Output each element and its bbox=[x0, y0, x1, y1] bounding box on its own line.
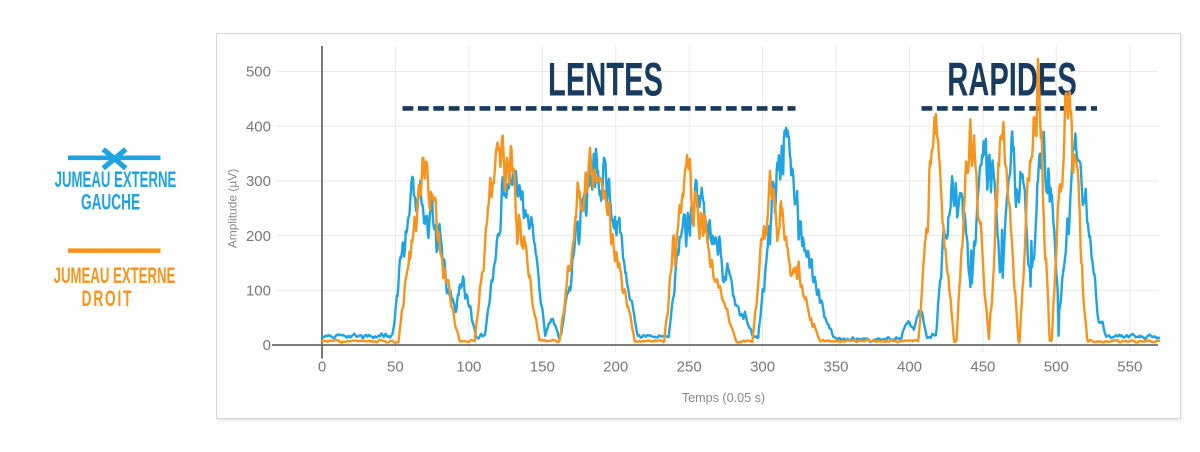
svg-text:0: 0 bbox=[318, 359, 326, 376]
svg-text:JUMEAU EXTERNE: JUMEAU EXTERNE bbox=[55, 168, 177, 192]
svg-text:450: 450 bbox=[970, 359, 995, 376]
svg-text:200: 200 bbox=[603, 359, 628, 376]
svg-text:Temps (0.05 s): Temps (0.05 s) bbox=[682, 391, 765, 405]
svg-text:500: 500 bbox=[1044, 359, 1069, 376]
svg-text:300: 300 bbox=[246, 173, 271, 190]
svg-text:250: 250 bbox=[677, 359, 702, 376]
svg-text:300: 300 bbox=[750, 359, 775, 376]
svg-text:550: 550 bbox=[1117, 359, 1142, 376]
svg-text:Amplitude (µV): Amplitude (µV) bbox=[226, 169, 240, 249]
svg-text:LENTES: LENTES bbox=[548, 55, 663, 107]
svg-text:350: 350 bbox=[823, 359, 848, 376]
svg-text:500: 500 bbox=[246, 64, 271, 81]
svg-text:100: 100 bbox=[456, 359, 481, 376]
svg-text:400: 400 bbox=[246, 118, 271, 135]
svg-text:200: 200 bbox=[246, 228, 271, 245]
svg-text:RAPIDES: RAPIDES bbox=[947, 55, 1077, 107]
svg-text:50: 50 bbox=[387, 359, 404, 376]
svg-text:JUMEAU EXTERNE: JUMEAU EXTERNE bbox=[54, 264, 176, 288]
svg-text:100: 100 bbox=[246, 283, 271, 300]
svg-text:0: 0 bbox=[263, 337, 271, 354]
svg-text:400: 400 bbox=[897, 359, 922, 376]
svg-text:DROIT: DROIT bbox=[82, 286, 134, 311]
svg-text:GAUCHE: GAUCHE bbox=[81, 189, 140, 214]
svg-text:150: 150 bbox=[530, 359, 555, 376]
